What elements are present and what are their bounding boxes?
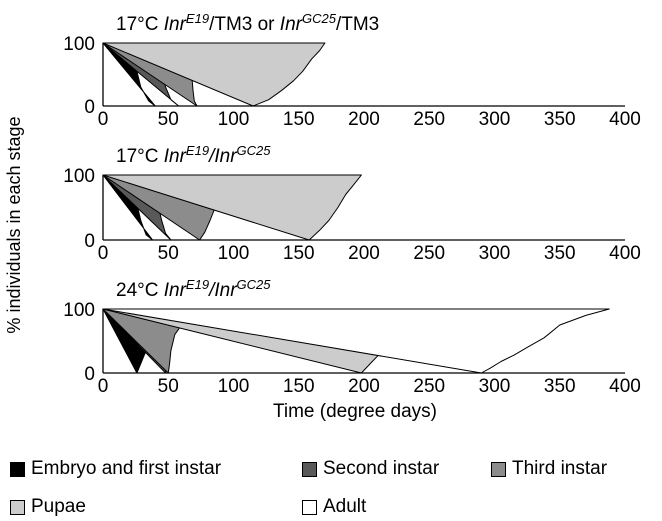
panel-3-x-tick-300: 300 xyxy=(479,376,511,397)
panel-1-area-pupae xyxy=(102,42,326,107)
panel-2-y-tick-100: 100 xyxy=(63,166,95,187)
panel-2-x-tick-300: 300 xyxy=(479,243,511,264)
panel-3-x-tick-200: 200 xyxy=(348,376,380,397)
panel-3-x-tick-100: 100 xyxy=(218,376,250,397)
panel-2-x-tick-400: 400 xyxy=(609,243,641,264)
panel-2-x-tick-50: 50 xyxy=(158,243,179,264)
panel-3-x-tick-400: 400 xyxy=(609,376,641,397)
panel-2-area-pupae xyxy=(102,174,362,241)
panel-1-title: 17°C InrE19/TM3 or InrGC25/TM3 xyxy=(116,11,379,35)
panel-3-area-adult xyxy=(102,308,610,374)
panel-3: 0 100 0 50 100 150 200 250 300 350 400 24°C InrE19/… xyxy=(63,277,641,397)
panel-3-x-tick-50: 50 xyxy=(158,376,179,397)
panel-2: 0 100 0 50 100 150 200 250 300 350 400 17°C InrE19/… xyxy=(63,143,641,264)
panel-2-y-tick-0: 0 xyxy=(84,231,95,252)
panel-2-x-tick-200: 200 xyxy=(348,243,380,264)
panel-1-x-tick-400: 400 xyxy=(609,109,641,130)
panel-1-y-tick-0: 0 xyxy=(84,97,95,118)
panel-3-x-tick-250: 250 xyxy=(413,376,445,397)
panel-3-y-tick-0: 0 xyxy=(84,364,95,385)
panel-3-x-tick-350: 350 xyxy=(544,376,576,397)
panel-2-title: 17°C InrE19/InrGC25 xyxy=(116,143,271,167)
panel-2-x-tick-100: 100 xyxy=(218,243,250,264)
panel-1-x-tick-350: 350 xyxy=(544,109,576,130)
panel-1-x-tick-200: 200 xyxy=(348,109,380,130)
panel-1-x-tick-50: 50 xyxy=(158,109,179,130)
y-axis-label: % individuals in each stage xyxy=(4,116,24,333)
panel-2-x-tick-0: 0 xyxy=(98,243,109,264)
panel-3-x-tick-150: 150 xyxy=(283,376,315,397)
panel-1-x-tick-300: 300 xyxy=(479,109,511,130)
panel-3-title: 24°C InrE19/InrGC25 xyxy=(116,277,271,301)
panel-1: 0 100 0 50 100 150 200 250 300 350 400 17°C InrE19/… xyxy=(63,11,641,130)
panel-1-x-tick-250: 250 xyxy=(413,109,445,130)
panel-2-x-tick-350: 350 xyxy=(544,243,576,264)
panel-1-x-tick-150: 150 xyxy=(283,109,315,130)
panel-3-x-tick-0: 0 xyxy=(98,376,109,397)
panel-2-x-tick-250: 250 xyxy=(413,243,445,264)
panel-1-y-tick-100: 100 xyxy=(63,34,95,55)
panel-2-x-tick-150: 150 xyxy=(283,243,315,264)
panel-1-x-tick-100: 100 xyxy=(218,109,250,130)
x-axis-label: Time (degree days) xyxy=(273,401,437,422)
panel-3-y-tick-100: 100 xyxy=(63,300,95,321)
panel-1-x-tick-0: 0 xyxy=(98,109,109,130)
